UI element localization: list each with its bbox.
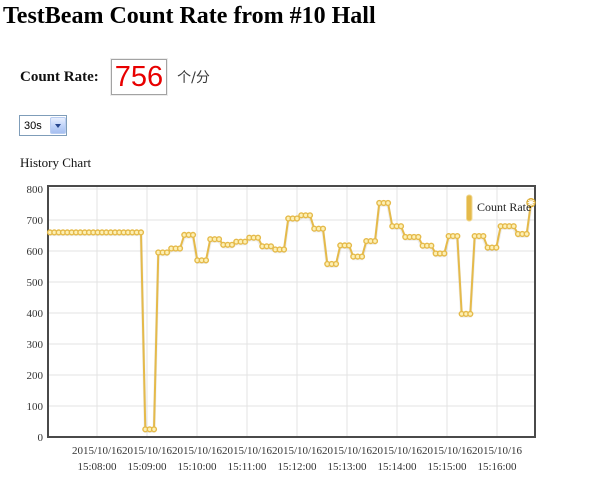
count-rate-value-box: 756: [110, 59, 168, 95]
svg-text:200: 200: [27, 370, 44, 382]
svg-text:0: 0: [38, 432, 44, 444]
svg-text:15:10:00: 15:10:00: [177, 461, 217, 473]
history-chart-label: History Chart: [20, 155, 92, 170]
count-rate-unit: 个/分: [177, 70, 210, 86]
count-rate-value: 756: [114, 60, 164, 93]
svg-text:2015/10/16: 2015/10/16: [172, 445, 223, 457]
svg-text:15:12:00: 15:12:00: [277, 461, 317, 473]
svg-text:15:09:00: 15:09:00: [127, 461, 167, 473]
legend-swatch: [466, 194, 473, 222]
svg-text:15:15:00: 15:15:00: [427, 461, 467, 473]
svg-text:2015/10/16: 2015/10/16: [472, 445, 523, 457]
legend-label: Count Rate: [477, 200, 531, 214]
svg-text:500: 500: [27, 277, 44, 289]
current-value-point: [526, 197, 536, 208]
chart-border: [47, 185, 536, 438]
svg-text:100: 100: [27, 401, 44, 413]
svg-text:15:08:00: 15:08:00: [77, 461, 117, 473]
svg-text:2015/10/16: 2015/10/16: [122, 445, 173, 457]
svg-text:400: 400: [27, 308, 44, 320]
svg-text:15:14:00: 15:14:00: [377, 461, 417, 473]
svg-text:2015/10/16: 2015/10/16: [72, 445, 123, 457]
x-axis-labels: 2015/10/16 15:08:00 2015/10/16 15:09:00 2015…: [72, 445, 523, 473]
interval-select[interactable]: 30s: [19, 115, 67, 136]
page-title: TestBeam Count Rate from #10 Hall: [3, 3, 376, 29]
y-axis-labels: 0 100 200 300 400 500 600 700 800: [27, 184, 44, 444]
svg-text:15:16:00: 15:16:00: [477, 461, 517, 473]
select-dropdown-button[interactable]: [50, 117, 66, 134]
svg-text:700: 700: [27, 215, 44, 227]
svg-text:2015/10/16: 2015/10/16: [322, 445, 373, 457]
svg-text:800: 800: [27, 184, 44, 196]
data-points: [46, 199, 530, 433]
svg-text:2015/10/16: 2015/10/16: [272, 445, 323, 457]
chevron-down-icon: [55, 123, 61, 128]
count-rate-row: Count Rate: 756 个/分: [20, 58, 210, 96]
interval-select-value: 30s: [24, 119, 42, 132]
svg-text:2015/10/16: 2015/10/16: [372, 445, 423, 457]
chart-grid: [48, 186, 535, 437]
count-rate-label: Count Rate:: [20, 68, 99, 85]
svg-text:600: 600: [27, 246, 44, 258]
svg-text:2015/10/16: 2015/10/16: [422, 445, 473, 457]
history-chart: 0 100 200 300 400 500 600 700 800 2015/10/16 15:08…: [27, 184, 536, 473]
chart-legend: Count Rate: [466, 194, 531, 222]
svg-text:15:11:00: 15:11:00: [228, 461, 267, 473]
svg-text:300: 300: [27, 339, 44, 351]
svg-text:15:13:00: 15:13:00: [327, 461, 367, 473]
svg-text:2015/10/16: 2015/10/16: [222, 445, 273, 457]
